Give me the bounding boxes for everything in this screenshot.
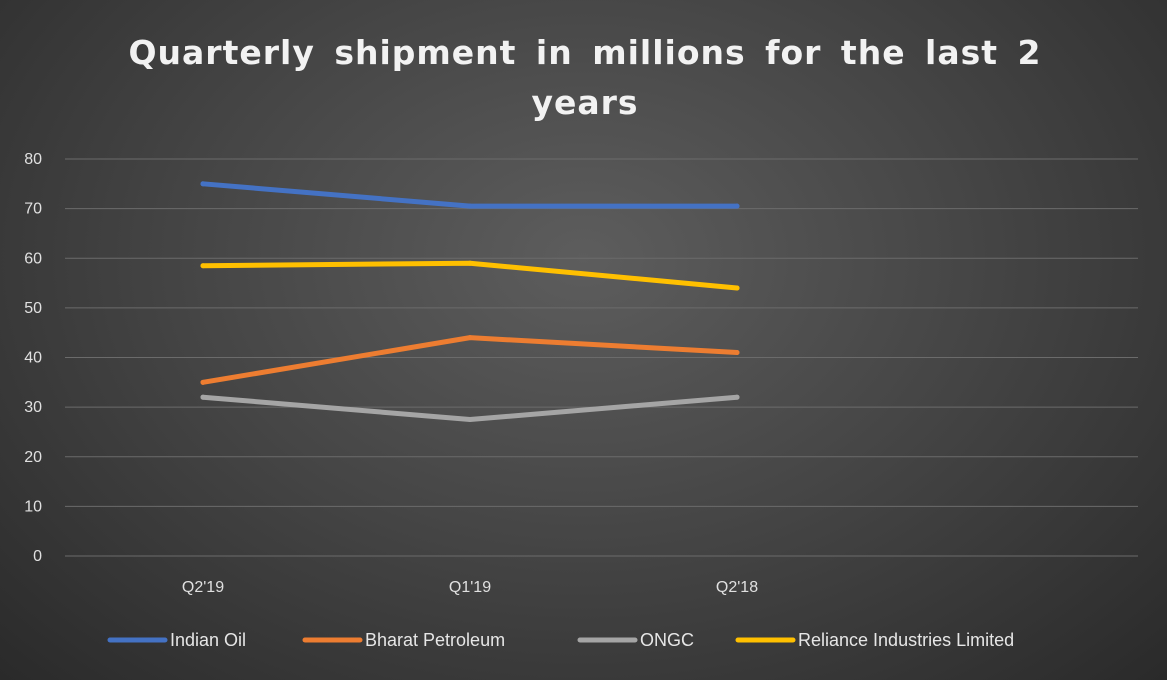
data-point-reliance-industries-limited — [734, 285, 740, 291]
data-point-indian-oil — [200, 181, 206, 187]
y-tick-label: 30 — [24, 399, 42, 416]
x-tick-label: Q2'18 — [716, 579, 758, 596]
series-line-reliance-industries-limited — [200, 260, 740, 291]
data-point-bharat-petroleum — [467, 335, 473, 341]
legend-label-reliance-industries-limited: Reliance Industries Limited — [798, 630, 1014, 650]
series-line-ongc — [200, 394, 740, 423]
data-point-ongc — [467, 417, 473, 423]
y-tick-label: 60 — [24, 250, 42, 267]
y-tick-label: 0 — [33, 548, 42, 565]
y-tick-label: 10 — [24, 498, 42, 515]
x-tick-label: Q2'19 — [182, 579, 224, 596]
series-line-bharat-petroleum — [200, 335, 740, 385]
legend-label-ongc: ONGC — [640, 630, 694, 650]
data-point-bharat-petroleum — [734, 350, 740, 356]
y-tick-label: 70 — [24, 201, 42, 218]
x-tick-label: Q1'19 — [449, 579, 491, 596]
legend-label-bharat-petroleum: Bharat Petroleum — [365, 630, 505, 650]
y-tick-label: 40 — [24, 350, 42, 367]
series-line-indian-oil — [200, 181, 740, 209]
chart-title: Quarterly shipment in millions for the l… — [128, 33, 1042, 122]
data-point-ongc — [734, 394, 740, 400]
data-point-reliance-industries-limited — [467, 260, 473, 266]
data-point-bharat-petroleum — [200, 379, 206, 385]
data-point-indian-oil — [467, 203, 473, 209]
y-tick-label: 80 — [24, 151, 42, 168]
y-tick-label: 20 — [24, 449, 42, 466]
legend-label-indian-oil: Indian Oil — [170, 630, 246, 650]
y-tick-label: 50 — [24, 300, 42, 317]
data-point-reliance-industries-limited — [200, 263, 206, 269]
data-point-indian-oil — [734, 203, 740, 209]
data-point-ongc — [200, 394, 206, 400]
